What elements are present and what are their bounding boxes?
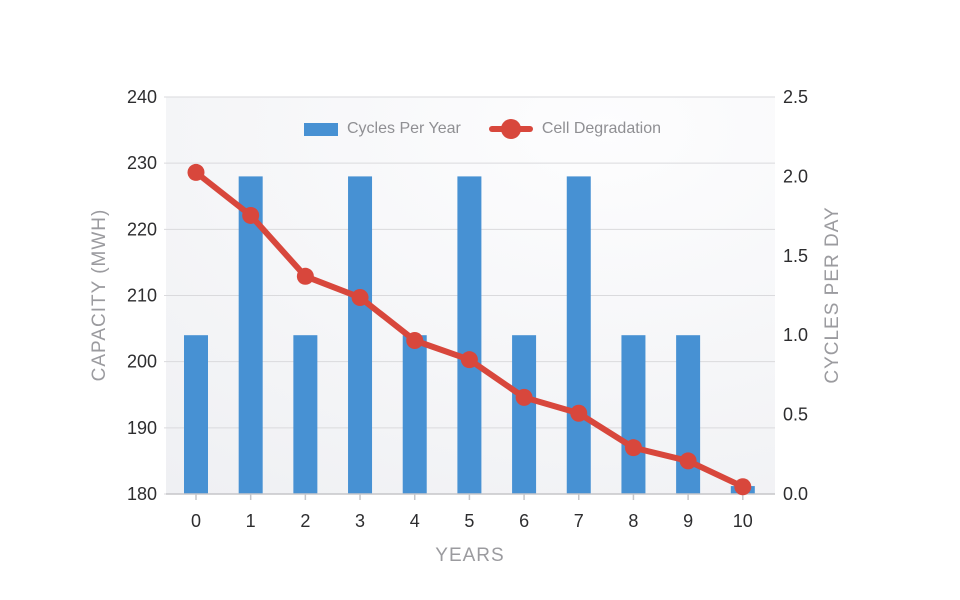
data-point-marker <box>734 478 752 496</box>
bar <box>238 176 263 494</box>
x-axis-tick-label: 5 <box>464 511 474 531</box>
right-axis-tick-label: 1.5 <box>783 246 808 266</box>
data-point-marker <box>679 452 697 470</box>
bar <box>566 176 591 494</box>
x-axis-title: YEARS <box>435 545 505 566</box>
left-axis-tick-label: 210 <box>127 286 157 306</box>
bar-series-swatch-icon <box>303 122 338 136</box>
bar <box>512 335 537 494</box>
data-point-marker <box>296 267 314 285</box>
x-axis-tick-label: 9 <box>683 511 693 531</box>
line-swatch-marker <box>500 119 521 139</box>
line-series-swatch-icon <box>488 119 533 139</box>
x-axis-tick-label: 2 <box>300 511 310 531</box>
chart-legend: Cycles Per Year Cell Degradation <box>178 117 787 141</box>
left-axis-tick-label: 180 <box>127 484 157 504</box>
right-axis-title: CYCLES PER DAY <box>822 206 843 384</box>
legend-label-cycles-per-year: Cycles Per Year <box>346 120 461 137</box>
x-axis-tick-label: 0 <box>191 511 201 531</box>
right-axis-tick-label: 1.0 <box>783 325 808 345</box>
x-axis-tick-label: 6 <box>519 511 529 531</box>
x-axis-tick-label: 10 <box>733 511 753 531</box>
data-point-marker <box>406 331 424 349</box>
x-axis-tick-label: 4 <box>410 511 420 531</box>
bar <box>348 176 373 494</box>
right-axis-tick-label: 0.5 <box>783 405 808 425</box>
bar <box>184 335 208 494</box>
right-axis-tick-label: 0.0 <box>783 484 808 504</box>
right-axis-tick-label: 2.0 <box>783 166 808 186</box>
left-axis-tick-label: 190 <box>127 418 157 438</box>
data-point-marker <box>187 163 205 181</box>
bar <box>676 335 701 494</box>
x-axis-tick-label: 3 <box>355 511 365 531</box>
legend-item-cell-degradation: Cell Degradation <box>488 119 662 139</box>
data-point-marker <box>515 388 533 406</box>
bar <box>293 335 318 494</box>
data-point-marker <box>351 288 369 306</box>
data-point-marker <box>624 439 642 457</box>
bar <box>402 335 427 494</box>
data-point-marker <box>242 206 260 224</box>
bar <box>621 335 646 494</box>
data-point-marker <box>460 351 478 369</box>
x-axis-tick-label: 7 <box>574 511 584 531</box>
left-axis-tick-label: 240 <box>127 87 157 107</box>
left-axis-tick-label: 230 <box>127 153 157 173</box>
legend-item-cycles-per-year: Cycles Per Year <box>303 120 461 138</box>
right-axis-tick-label: 2.5 <box>783 87 808 107</box>
left-axis-tick-label: 200 <box>127 352 157 372</box>
bar <box>457 176 482 494</box>
left-axis-tick-label: 220 <box>127 219 157 239</box>
x-axis-tick-label: 8 <box>628 511 638 531</box>
left-axis-title: CAPACITY (MWH) <box>89 208 110 382</box>
legend-label-cell-degradation: Cell Degradation <box>541 120 662 137</box>
data-point-marker <box>570 404 588 422</box>
x-axis-tick-label: 1 <box>246 511 256 531</box>
